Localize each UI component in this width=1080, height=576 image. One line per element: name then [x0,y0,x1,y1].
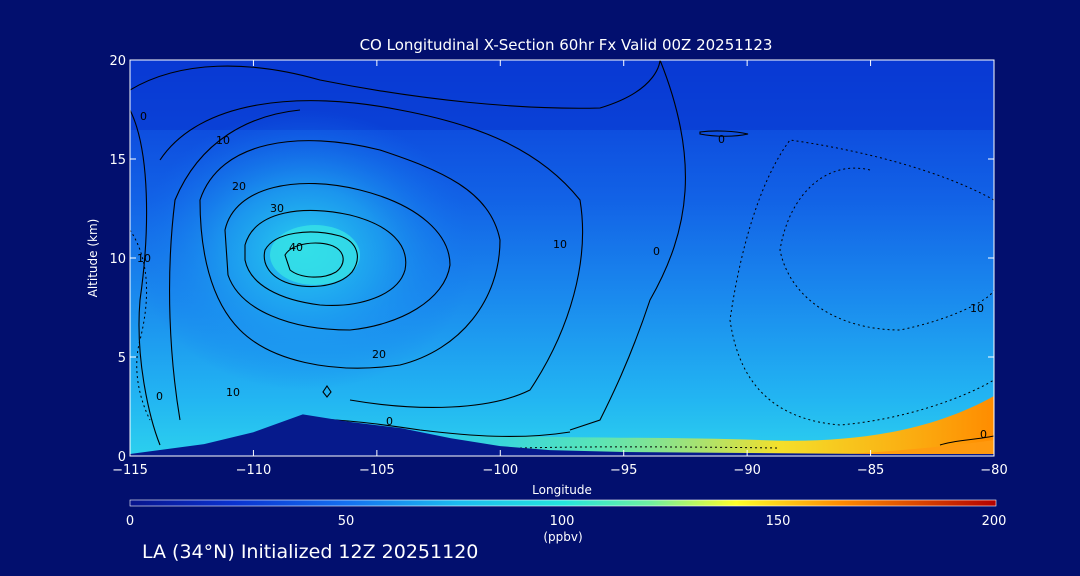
y-tick-label: 15 [109,153,126,168]
x-tick-label: −85 [857,463,884,478]
x-tick-label: −80 [980,463,1007,478]
clabel: 40 [289,241,303,254]
clabel: 20 [232,180,246,193]
contour-60 [284,242,344,278]
contour-0-plume [130,60,686,431]
clabel: 20 [372,348,386,361]
y-axis-label: Altitude (km) [86,219,100,298]
x-tick-label: −100 [482,463,518,478]
y-tick-label: 0 [118,450,126,465]
contour-0-left [130,109,161,446]
contour-30 [224,182,451,331]
contour-20 [199,140,501,369]
surface-orange [820,440,994,456]
plot-area: 0 10 20 30 40 0 10 20 0 0 10 10 0 0 10 [130,60,994,456]
x-tick-label: −115 [112,463,148,478]
x-tick-label: −105 [359,463,395,478]
terrain [130,414,994,456]
x-axis-label: Longitude [532,483,592,497]
clabel: 10 [553,238,567,251]
contour-neg-surface [519,446,781,449]
colorbar-tick-label: 100 [550,514,575,529]
contour-lines [130,60,994,446]
colorbar-tick-label: 200 [982,514,1007,529]
contour-negative [130,139,994,449]
colorbar-units: (ppbv) [543,530,582,544]
contour-0-right [939,435,994,446]
x-axis: −115 −110 −105 −100 −95 −90 −85 −80 [112,60,1008,478]
y-tick-label: 5 [118,351,126,366]
clabel: 0 [980,428,987,441]
contour-neg-right [729,139,994,426]
contour-neg-inner [779,167,994,331]
colorbar-ticks: 0 50 100 150 200 [126,514,1007,529]
clabel: 10 [137,252,151,265]
surface-pollution [380,396,994,456]
contour-10 [159,100,584,408]
clabel: 10 [226,386,240,399]
clabel: 0 [718,133,725,146]
x-tick-label: −90 [733,463,760,478]
y-axis: 0 5 10 15 20 [109,54,994,465]
x-tick-label: −95 [610,463,637,478]
colorbar-tick-label: 150 [766,514,791,529]
plume-core [270,225,360,285]
clabel: 0 [156,390,163,403]
contour-10-b [169,109,301,421]
y-tick-label: 20 [109,54,126,69]
contour-0-small [699,130,749,137]
clabel: 0 [386,415,393,428]
x-tick-label: −110 [236,463,272,478]
clabel: 0 [653,245,660,258]
contour-diamond [322,385,332,398]
contour-labels: 0 10 20 30 40 0 10 20 0 0 10 10 0 0 10 [137,110,987,441]
clabel: 10 [970,302,984,315]
footer-text: LA (34°N) Initialized 12Z 20251120 [142,541,479,563]
contour-0-surface [299,417,571,438]
clabel: 10 [216,134,230,147]
contour-neg-left [130,229,151,421]
colorbar-tick-label: 50 [338,514,355,529]
y-tick-label: 10 [109,252,126,267]
chart-title: CO Longitudinal X-Section 60hr Fx Valid … [360,36,773,54]
contour-40 [244,209,407,306]
clabel: 0 [140,110,147,123]
contour-50 [263,231,358,288]
colorbar-tick-label: 0 [126,514,134,529]
colorbar [129,499,997,507]
clabel: 30 [270,202,284,215]
